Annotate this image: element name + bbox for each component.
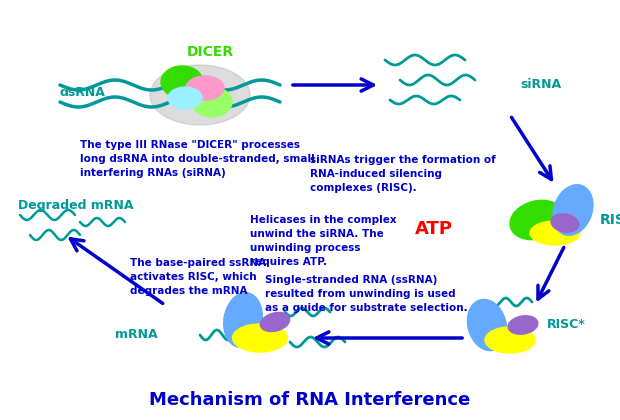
Text: Helicases in the complex
unwind the siRNA. The
unwinding process
requires ATP.: Helicases in the complex unwind the siRN… — [250, 215, 397, 267]
Text: dsRNA: dsRNA — [60, 86, 106, 99]
Text: Degraded mRNA: Degraded mRNA — [18, 199, 133, 212]
Ellipse shape — [232, 324, 288, 352]
Ellipse shape — [553, 185, 593, 235]
Ellipse shape — [192, 87, 232, 117]
Text: RISC: RISC — [600, 213, 620, 227]
Text: mRNA: mRNA — [115, 328, 157, 341]
Text: RISC*: RISC* — [547, 318, 586, 331]
Text: Single-stranded RNA (ssRNA)
resulted from unwinding is used
as a guide for subst: Single-stranded RNA (ssRNA) resulted fro… — [265, 275, 467, 313]
Text: The type III RNase "DICER" processes
long dsRNA into double-stranded, small
inte: The type III RNase "DICER" processes lon… — [80, 140, 315, 178]
Ellipse shape — [551, 214, 579, 232]
Text: siRNA: siRNA — [520, 79, 561, 92]
Ellipse shape — [168, 87, 202, 109]
Ellipse shape — [508, 316, 538, 334]
Text: DICER: DICER — [187, 45, 234, 59]
Ellipse shape — [260, 312, 290, 331]
Text: Mechanism of RNA Interference: Mechanism of RNA Interference — [149, 391, 471, 409]
Ellipse shape — [186, 76, 224, 100]
Ellipse shape — [150, 65, 250, 125]
Text: ATP: ATP — [415, 220, 453, 238]
Ellipse shape — [530, 221, 580, 245]
Ellipse shape — [467, 299, 507, 351]
Text: The base-paired ssRNA
activates RISC, which
degrades the mRNA: The base-paired ssRNA activates RISC, wh… — [130, 258, 266, 296]
Ellipse shape — [224, 293, 262, 347]
Ellipse shape — [510, 200, 564, 240]
Ellipse shape — [161, 66, 203, 98]
Text: siRNAs trigger the formation of
RNA-induced silencing
complexes (RISC).: siRNAs trigger the formation of RNA-indu… — [310, 155, 496, 193]
Ellipse shape — [485, 327, 535, 353]
